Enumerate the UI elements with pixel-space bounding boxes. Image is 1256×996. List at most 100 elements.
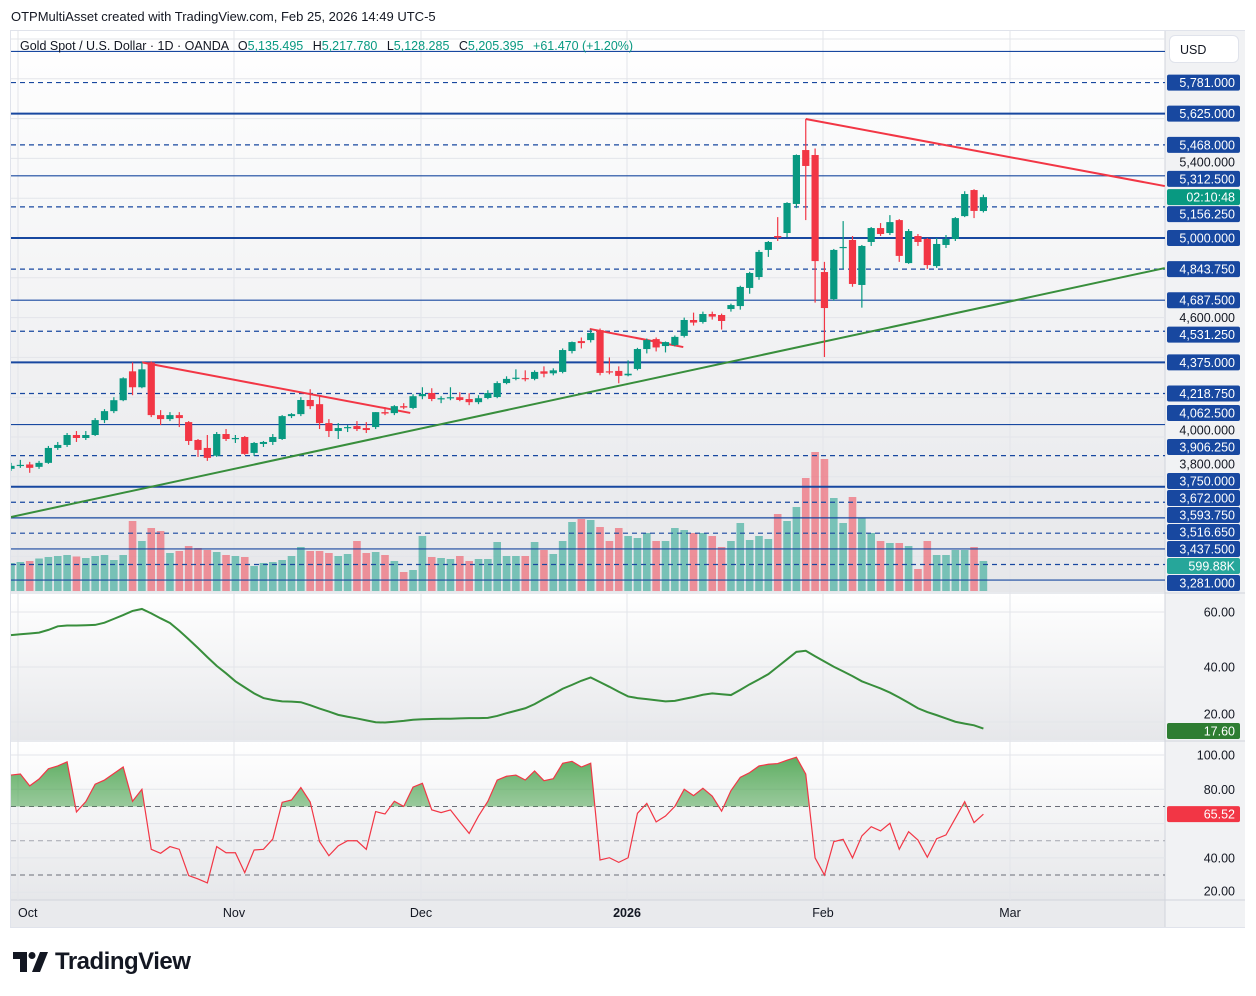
candle[interactable] bbox=[895, 219, 903, 262]
candle[interactable] bbox=[297, 397, 305, 417]
time-axis[interactable] bbox=[11, 900, 1165, 927]
candle[interactable] bbox=[35, 460, 43, 469]
candle[interactable] bbox=[615, 366, 623, 384]
candle[interactable] bbox=[746, 271, 754, 294]
candle[interactable] bbox=[400, 403, 408, 410]
candle[interactable] bbox=[680, 317, 688, 338]
candle[interactable] bbox=[979, 194, 987, 213]
candle[interactable] bbox=[774, 217, 782, 241]
candle[interactable] bbox=[493, 381, 501, 399]
candle[interactable] bbox=[764, 240, 772, 257]
candle[interactable] bbox=[876, 223, 885, 237]
candle[interactable] bbox=[559, 348, 567, 374]
candle[interactable] bbox=[409, 394, 417, 410]
rsi-line[interactable] bbox=[10, 756, 984, 884]
candle[interactable] bbox=[446, 387, 455, 401]
candle[interactable] bbox=[372, 412, 380, 430]
price-pane[interactable] bbox=[11, 31, 1165, 592]
candle[interactable] bbox=[306, 389, 314, 410]
candle[interactable] bbox=[933, 238, 941, 268]
candle[interactable] bbox=[72, 431, 81, 442]
candle[interactable] bbox=[942, 235, 950, 248]
candle[interactable] bbox=[325, 419, 333, 437]
candle[interactable] bbox=[82, 431, 90, 440]
candle[interactable] bbox=[736, 285, 744, 310]
candle[interactable] bbox=[951, 217, 959, 241]
candle[interactable] bbox=[699, 311, 707, 324]
candle[interactable] bbox=[344, 425, 352, 433]
candle[interactable] bbox=[858, 244, 866, 308]
trendline[interactable] bbox=[805, 118, 1165, 188]
candle[interactable] bbox=[44, 445, 52, 464]
candle[interactable] bbox=[830, 248, 838, 301]
candle[interactable] bbox=[905, 229, 913, 264]
candle[interactable] bbox=[577, 337, 585, 349]
candle[interactable] bbox=[194, 438, 202, 457]
candle[interactable] bbox=[7, 462, 15, 471]
candle[interactable] bbox=[783, 202, 791, 238]
candle[interactable] bbox=[110, 397, 118, 414]
candle[interactable] bbox=[502, 376, 511, 385]
candle[interactable] bbox=[428, 388, 436, 402]
candle[interactable] bbox=[718, 313, 726, 330]
candle[interactable] bbox=[886, 215, 894, 236]
candle[interactable] bbox=[315, 395, 324, 430]
candle[interactable] bbox=[624, 360, 632, 377]
candle[interactable] bbox=[587, 329, 595, 343]
candle[interactable] bbox=[727, 303, 735, 312]
candle[interactable] bbox=[362, 422, 370, 434]
candle[interactable] bbox=[802, 118, 810, 221]
symbol-title[interactable]: Gold Spot / U.S. Dollar · 1D · OANDA bbox=[20, 39, 229, 53]
candle[interactable] bbox=[418, 387, 426, 400]
candle[interactable] bbox=[119, 377, 127, 402]
candle[interactable] bbox=[708, 311, 716, 320]
candle[interactable] bbox=[278, 415, 286, 440]
candle[interactable] bbox=[540, 366, 548, 378]
candle[interactable] bbox=[755, 249, 763, 280]
candle[interactable] bbox=[605, 357, 613, 375]
candle[interactable] bbox=[166, 412, 174, 422]
candle[interactable] bbox=[54, 441, 62, 450]
candle[interactable] bbox=[689, 312, 698, 326]
candle[interactable] bbox=[820, 261, 829, 358]
candle[interactable] bbox=[241, 436, 249, 455]
candle[interactable] bbox=[128, 362, 137, 396]
candle[interactable] bbox=[474, 395, 483, 405]
candle[interactable] bbox=[250, 441, 258, 456]
candle[interactable] bbox=[549, 368, 557, 376]
candle[interactable] bbox=[596, 328, 604, 376]
candle[interactable] bbox=[848, 236, 857, 287]
candle[interactable] bbox=[970, 189, 978, 219]
candle[interactable] bbox=[456, 392, 464, 402]
candle[interactable] bbox=[259, 440, 268, 447]
candle[interactable] bbox=[138, 362, 146, 389]
candle[interactable] bbox=[287, 413, 296, 419]
candle[interactable] bbox=[652, 337, 660, 352]
candle[interactable] bbox=[353, 421, 361, 432]
candle[interactable] bbox=[231, 435, 239, 443]
candle[interactable] bbox=[914, 234, 922, 246]
candle[interactable] bbox=[568, 341, 576, 354]
indicator-line[interactable] bbox=[10, 607, 984, 730]
candle[interactable] bbox=[531, 370, 539, 381]
currency-button[interactable]: USD bbox=[1169, 35, 1239, 63]
candle[interactable] bbox=[661, 341, 670, 353]
candle[interactable] bbox=[867, 227, 875, 246]
candle[interactable] bbox=[465, 393, 473, 406]
candle[interactable] bbox=[269, 434, 277, 445]
candle[interactable] bbox=[185, 421, 193, 445]
candle[interactable] bbox=[811, 148, 819, 303]
candle[interactable] bbox=[961, 191, 969, 218]
candle[interactable] bbox=[390, 405, 398, 416]
candle[interactable] bbox=[26, 461, 34, 473]
candle[interactable] bbox=[671, 335, 679, 347]
trendline[interactable] bbox=[11, 267, 1165, 518]
trendline[interactable] bbox=[141, 361, 411, 414]
candle[interactable] bbox=[334, 423, 342, 439]
candle[interactable] bbox=[643, 338, 651, 354]
candle[interactable] bbox=[437, 396, 445, 404]
candle[interactable] bbox=[147, 361, 155, 418]
candle[interactable] bbox=[203, 435, 211, 461]
candle[interactable] bbox=[222, 429, 230, 441]
